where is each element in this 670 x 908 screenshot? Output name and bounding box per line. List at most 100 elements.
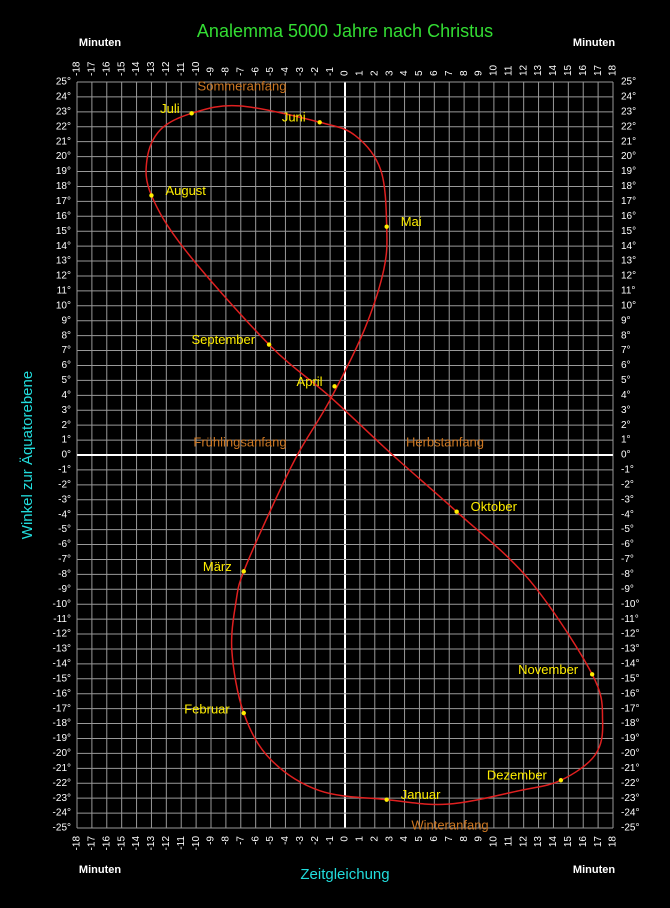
x-tick-label: 10 <box>489 836 500 848</box>
x-tick-label: 11 <box>503 836 514 847</box>
y-tick-label: 13° <box>621 256 636 267</box>
y-tick-label: 20° <box>621 151 636 162</box>
month-label: April <box>297 374 323 389</box>
x-tick-label: 14 <box>548 64 559 76</box>
x-tick-label: -15 <box>116 61 127 76</box>
y-tick-label: 22° <box>621 121 636 132</box>
x-tick-label: -10 <box>191 61 202 76</box>
y-tick-label: -6° <box>621 539 634 550</box>
x-tick-label: -5 <box>265 836 276 845</box>
y-tick-label: 0° <box>621 450 631 461</box>
month-point <box>241 710 246 716</box>
month-point <box>384 797 389 802</box>
y-tick-label: -18° <box>621 718 639 729</box>
x-tick-label: -18 <box>72 61 83 76</box>
month-point <box>241 569 246 574</box>
y-tick-label: -2° <box>58 479 71 490</box>
y-tick-label: -21° <box>53 763 71 774</box>
x-tick-label: 17 <box>593 64 604 76</box>
month-label: August <box>165 183 206 198</box>
x-tick-label: -4 <box>280 67 291 76</box>
y-tick-label: -5° <box>58 524 71 535</box>
y-tick-label: 13° <box>56 256 71 267</box>
y-tick-label: -16° <box>53 688 71 699</box>
x-tick-label: 6 <box>429 70 440 76</box>
y-tick-label: 8° <box>621 330 631 341</box>
y-tick-label: 6° <box>61 360 71 371</box>
y-tick-label: 18° <box>56 181 71 192</box>
x-tick-label: -18 <box>72 836 83 851</box>
analemma-curve <box>145 104 604 806</box>
unit-label: Minuten <box>573 37 615 49</box>
x-tick-label: 9 <box>474 836 485 842</box>
x-tick-label: 3 <box>384 836 395 842</box>
y-tick-label: 25° <box>621 77 636 88</box>
y-tick-label: -7° <box>58 554 71 565</box>
y-tick-label: 11° <box>57 286 71 297</box>
x-tick-label: -16 <box>101 836 112 851</box>
month-label: Februar <box>184 702 230 717</box>
y-tick-label: 8° <box>61 330 71 341</box>
y-tick-label: -17° <box>53 703 71 714</box>
y-axis-title: Winkel zur Äquatorebene <box>19 371 36 539</box>
y-tick-label: -19° <box>621 733 639 744</box>
x-tick-label: 6 <box>429 836 440 842</box>
y-tick-label: 9° <box>621 315 631 326</box>
x-tick-label: 16 <box>578 836 589 848</box>
x-tick-label: 3 <box>384 70 395 76</box>
month-point <box>149 193 154 198</box>
month-label: September <box>191 332 255 347</box>
month-point <box>317 120 322 125</box>
y-tick-label: 10° <box>56 300 71 311</box>
y-tick-label: -3° <box>621 494 634 505</box>
y-tick-label: 14° <box>621 241 636 252</box>
chart-title: Analemma 5000 Jahre nach Christus <box>197 21 493 41</box>
x-tick-label: 4 <box>399 836 410 842</box>
x-tick-label: -14 <box>131 61 142 76</box>
y-tick-label: -8° <box>621 569 634 580</box>
y-tick-label: -12° <box>621 629 639 640</box>
y-tick-label: -13° <box>621 644 639 655</box>
month-label: November <box>518 662 579 677</box>
month-label: März <box>203 559 232 574</box>
x-tick-label: 1 <box>355 70 366 76</box>
month-label: Mai <box>401 214 422 229</box>
y-tick-label: 5° <box>61 375 71 386</box>
y-tick-label: 11° <box>621 286 635 297</box>
month-point <box>266 342 272 347</box>
x-tick-label: -1 <box>325 836 336 845</box>
season-label: Herbstanfang <box>406 434 484 449</box>
x-tick-label: -9 <box>206 836 217 845</box>
y-tick-label: -14° <box>53 659 71 670</box>
y-tick-label: 15° <box>621 226 636 237</box>
x-tick-label: -12 <box>161 836 172 851</box>
x-tick-label: -13 <box>146 61 157 76</box>
y-tick-label: -15° <box>621 673 639 684</box>
y-tick-label: -24° <box>53 808 71 819</box>
month-label: Januar <box>401 787 441 802</box>
x-tick-label: 13 <box>533 64 544 76</box>
y-tick-label: 0° <box>61 450 71 461</box>
y-tick-label: -15° <box>53 673 71 684</box>
unit-label: Minuten <box>573 864 615 876</box>
y-tick-label: 17° <box>621 196 636 207</box>
season-label: Winteranfang <box>411 817 488 832</box>
x-tick-label: -3 <box>295 67 306 76</box>
x-tick-label: 12 <box>518 64 529 76</box>
x-tick-label: -7 <box>235 836 246 845</box>
x-tick-label: 8 <box>459 70 470 76</box>
x-tick-label: 18 <box>608 64 619 76</box>
month-point <box>589 672 595 677</box>
y-tick-label: 6° <box>621 360 631 371</box>
y-tick-label: -13° <box>53 644 71 655</box>
y-tick-label: 24° <box>56 92 71 103</box>
x-tick-label: -8 <box>221 836 232 845</box>
month-point <box>189 111 194 116</box>
x-tick-label: 11 <box>503 65 514 76</box>
month-point <box>332 384 337 389</box>
y-tick-label: -22° <box>53 778 71 789</box>
y-tick-label: 22° <box>56 121 71 132</box>
y-tick-label: -7° <box>621 554 634 565</box>
y-tick-label: 16° <box>56 211 71 222</box>
y-tick-label: 20° <box>56 151 71 162</box>
